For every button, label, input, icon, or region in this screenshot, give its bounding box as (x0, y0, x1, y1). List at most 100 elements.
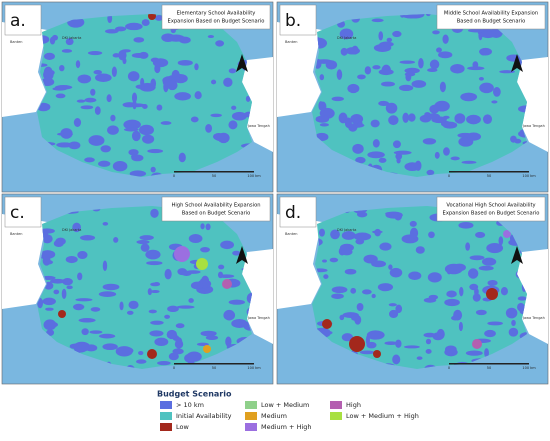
map-panel: Banten DKI Jakarta Jawa Tengah 0 50 100 km d. V… (276, 193, 549, 385)
uncovered-area (102, 260, 108, 272)
uncovered-area (331, 96, 344, 102)
uncovered-area (65, 255, 78, 264)
uncovered-area (341, 333, 353, 342)
uncovered-area (315, 115, 330, 123)
uncovered-area (42, 256, 51, 266)
uncovered-area (475, 309, 487, 316)
uncovered-area (194, 63, 199, 71)
uncovered-area (245, 95, 251, 102)
scale-label: 100 km (522, 366, 536, 370)
uncovered-area (90, 307, 101, 312)
uncovered-area (345, 47, 360, 55)
uncovered-area (177, 59, 193, 66)
uncovered-area (340, 47, 348, 56)
uncovered-area (65, 38, 74, 46)
uncovered-area (443, 147, 450, 156)
panel-title: Elementary School Availability (177, 11, 256, 17)
title-box (436, 196, 546, 222)
uncovered-area (104, 29, 119, 34)
uncovered-area (110, 114, 116, 122)
uncovered-area (80, 105, 94, 110)
uncovered-area (444, 345, 457, 354)
uncovered-area (228, 299, 245, 305)
expansion-area (203, 345, 211, 353)
legend-swatch (160, 412, 172, 420)
scale-label: 50 (212, 366, 216, 370)
scale-label: 0 (448, 174, 450, 178)
uncovered-area (167, 34, 185, 42)
uncovered-area (431, 116, 447, 124)
scale-label: 50 (212, 174, 216, 178)
uncovered-area (218, 264, 225, 270)
uncovered-area (133, 37, 145, 43)
uncovered-area (168, 352, 179, 361)
uncovered-area (164, 268, 172, 280)
uncovered-area (395, 304, 403, 314)
uncovered-area (153, 282, 160, 286)
uncovered-area (62, 277, 73, 286)
uncovered-area (484, 329, 496, 338)
uncovered-area (185, 270, 201, 274)
legend-label: Medium + High (261, 423, 312, 431)
uncovered-area (150, 166, 156, 173)
place-label: DKI Jakarta (337, 228, 356, 232)
uncovered-area (43, 66, 53, 78)
uncovered-area (75, 60, 81, 69)
uncovered-area (365, 334, 370, 346)
place-label: Jawa Tengah (247, 124, 270, 128)
uncovered-area (379, 41, 394, 48)
uncovered-area (200, 223, 205, 230)
expansion-area (148, 14, 156, 20)
uncovered-area (351, 316, 360, 321)
uncovered-area (167, 305, 179, 312)
uncovered-area (371, 293, 376, 299)
place-label: Banten (285, 40, 298, 44)
uncovered-area (436, 328, 445, 340)
uncovered-area (409, 227, 419, 239)
scale-label: 50 (487, 174, 491, 178)
place-label: Banten (285, 232, 298, 236)
uncovered-area (344, 117, 352, 129)
neighbor-land (517, 249, 548, 344)
uncovered-area (102, 221, 109, 226)
north-arrow (236, 54, 248, 72)
uncovered-area (341, 231, 356, 240)
neighbor-land (2, 214, 47, 309)
uncovered-area (347, 83, 360, 94)
uncovered-area (210, 113, 222, 118)
uncovered-area (378, 69, 394, 76)
label-box (279, 196, 317, 228)
uncovered-area (126, 310, 134, 315)
uncovered-area (352, 143, 364, 154)
uncovered-area (395, 339, 402, 348)
uncovered-area (450, 63, 465, 74)
uncovered-area (52, 87, 68, 91)
uncovered-area (392, 140, 401, 149)
uncovered-area (154, 337, 169, 347)
uncovered-area (329, 257, 339, 263)
uncovered-area (89, 330, 103, 334)
uncovered-area (425, 338, 432, 345)
legend-swatch (245, 423, 257, 431)
uncovered-area (152, 58, 169, 68)
uncovered-area (176, 305, 195, 309)
uncovered-area (84, 97, 97, 103)
place-label: Banten (10, 232, 23, 236)
uncovered-area (415, 246, 425, 254)
uncovered-area (123, 127, 139, 132)
uncovered-area (479, 49, 487, 56)
uncovered-area (483, 114, 493, 125)
uncovered-area (49, 36, 56, 45)
uncovered-area (372, 139, 380, 148)
uncovered-area (235, 322, 252, 327)
uncovered-area (325, 60, 338, 70)
uncovered-area (341, 248, 353, 256)
scale-label: 100 km (247, 366, 261, 370)
label-box (4, 4, 42, 36)
uncovered-area (113, 236, 119, 243)
uncovered-area (386, 37, 393, 43)
uncovered-area (444, 298, 460, 307)
expansion-area (196, 258, 208, 270)
uncovered-area (339, 28, 354, 40)
uncovered-area (460, 92, 478, 102)
